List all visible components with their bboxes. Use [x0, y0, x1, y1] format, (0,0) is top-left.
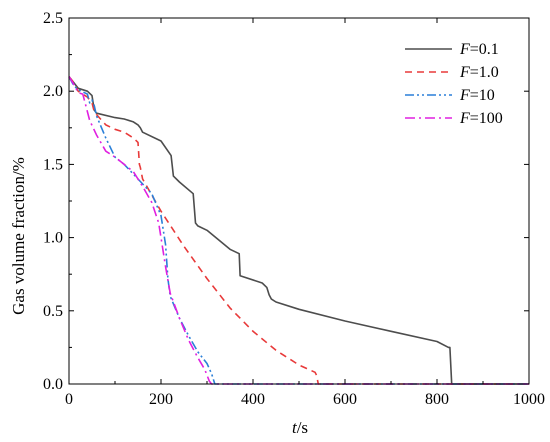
x-tick-label-1: 200 [149, 391, 173, 408]
x-tick-label-0: 0 [65, 391, 73, 408]
y-tick-label-5: 2.5 [43, 10, 63, 27]
legend-label-1: F=1.0 [459, 64, 499, 81]
x-axis-title: t/s [292, 418, 308, 437]
y-tick-label-0: 0.0 [43, 376, 63, 393]
series-line-3 [68, 76, 529, 385]
legend-label-3: F=100 [459, 110, 503, 127]
axes-layer: 0 200 400 600 800 1000 0.0 0.5 1.0 1.5 2.0 2.5 [43, 10, 545, 408]
x-tick-label-4: 800 [425, 391, 449, 408]
legend-label-2: F=10 [459, 87, 495, 104]
y-tick-label-4: 2.0 [43, 83, 63, 100]
y-axis-title: Gas volume fraction/% [9, 157, 28, 315]
x-axis-title-var: t [292, 418, 298, 437]
series-line-1 [68, 76, 529, 385]
x-tick-label-5: 1000 [513, 391, 545, 408]
legend: F=0.1 F=1.0 F=10 F=100 [405, 41, 503, 127]
x-tick-label-2: 400 [241, 391, 265, 408]
series-line-2 [68, 76, 529, 385]
series-line-0 [68, 76, 529, 385]
series-layer [68, 76, 529, 385]
x-axis-title-unit: /s [297, 418, 308, 437]
y-tick-label-2: 1.0 [43, 230, 63, 247]
x-tick-label-3: 600 [333, 391, 357, 408]
y-tick-label-1: 0.5 [43, 303, 63, 320]
legend-label-0: F=0.1 [459, 41, 499, 58]
y-tick-label-3: 1.5 [43, 156, 63, 173]
